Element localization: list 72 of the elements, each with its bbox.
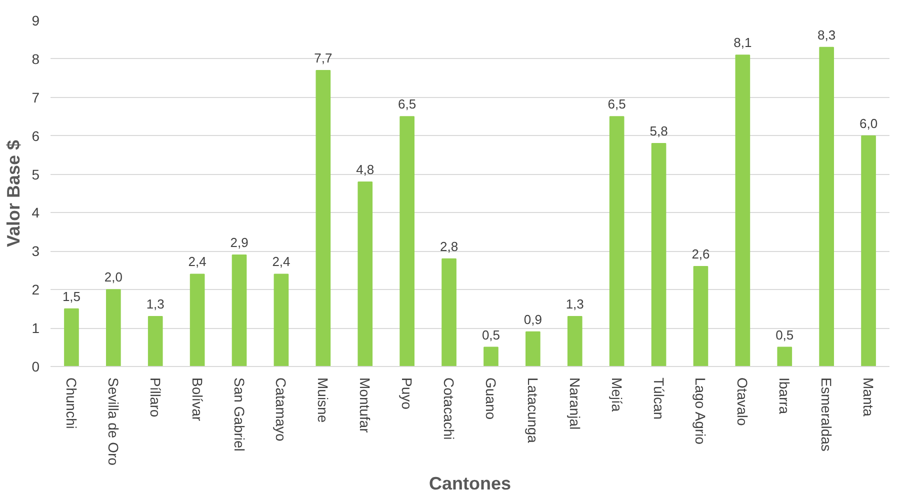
bar bbox=[64, 308, 79, 366]
x-tick-label: Lago Agrio bbox=[692, 378, 709, 445]
x-tick-label: Muisne bbox=[315, 378, 332, 423]
data-label: 4,8 bbox=[356, 162, 374, 177]
bar bbox=[190, 274, 205, 366]
x-tick-label: San Gabriel bbox=[231, 378, 248, 452]
y-tick-label: 5 bbox=[32, 166, 40, 182]
data-label: 2,6 bbox=[692, 246, 710, 262]
data-label: 6,5 bbox=[398, 96, 416, 112]
data-label: 1,3 bbox=[566, 296, 584, 312]
data-label: 2,4 bbox=[188, 254, 206, 270]
data-label: 1,3 bbox=[146, 296, 164, 312]
y-tick-label: 0 bbox=[32, 358, 40, 374]
x-axis-title: Cantones bbox=[428, 473, 512, 494]
y-tick-label: 4 bbox=[32, 204, 40, 221]
bar bbox=[232, 254, 247, 366]
bar bbox=[693, 266, 708, 366]
bar bbox=[148, 316, 163, 366]
y-tick-label: 9 bbox=[32, 12, 40, 28]
x-tick-label: Mejía bbox=[608, 378, 625, 412]
data-label: 0,5 bbox=[776, 327, 794, 342]
bar bbox=[609, 116, 624, 366]
data-label: 5,8 bbox=[650, 124, 668, 139]
bar bbox=[106, 289, 121, 366]
bar bbox=[316, 70, 331, 366]
x-tick-label: Túlcan bbox=[650, 378, 667, 420]
bar bbox=[274, 274, 289, 366]
bar bbox=[484, 346, 498, 366]
data-label: 6,0 bbox=[859, 116, 878, 131]
x-tick-label: Catamayo bbox=[273, 378, 290, 442]
data-label: 2,4 bbox=[272, 254, 290, 270]
y-tick-label: 1 bbox=[32, 320, 40, 336]
bar bbox=[567, 316, 582, 366]
bar bbox=[819, 46, 834, 366]
y-tick-label: 8 bbox=[32, 50, 40, 67]
data-label: 6,5 bbox=[608, 96, 626, 112]
bar bbox=[651, 143, 666, 366]
data-label: 2,8 bbox=[440, 238, 458, 254]
bar bbox=[861, 135, 876, 366]
x-tick-label: Manta bbox=[860, 378, 877, 417]
data-label: 0,9 bbox=[524, 312, 542, 327]
x-tick-label: Puyo bbox=[399, 378, 416, 410]
x-tick-label: Chunchi bbox=[63, 378, 80, 429]
x-tick-label: Sevilla de Oro bbox=[105, 378, 122, 466]
data-label: 8,1 bbox=[734, 35, 752, 50]
y-tick-label: 3 bbox=[32, 243, 40, 260]
data-label: 2,9 bbox=[230, 235, 248, 250]
bar bbox=[526, 331, 540, 366]
x-tick-label: Ibarra bbox=[776, 378, 793, 414]
bar bbox=[442, 258, 456, 366]
bar bbox=[777, 346, 792, 366]
x-tick-label: Bolívar bbox=[189, 378, 206, 422]
y-tick-label: 7 bbox=[32, 89, 40, 106]
x-tick-label: Esmeraldas bbox=[818, 378, 835, 452]
x-tick-label: Píllaro bbox=[147, 378, 164, 418]
x-tick-label: Cotacachi bbox=[441, 378, 458, 440]
y-axis-title: Valor Base $ bbox=[4, 140, 24, 248]
x-tick-label: Naranjal bbox=[566, 378, 583, 430]
data-label: 2,0 bbox=[104, 270, 122, 285]
data-label: 0,5 bbox=[482, 327, 500, 342]
y-tick-label: 2 bbox=[32, 282, 40, 298]
bar bbox=[400, 116, 414, 366]
x-tick-label: Guano bbox=[482, 378, 499, 420]
data-label: 8,3 bbox=[818, 27, 836, 42]
x-tick-label: Latacunga bbox=[524, 378, 541, 444]
data-label: 1,5 bbox=[62, 288, 81, 304]
y-tick-label: 6 bbox=[32, 128, 40, 144]
bar bbox=[358, 181, 373, 366]
data-label: 7,7 bbox=[314, 50, 332, 66]
x-tick-label: Otavalo bbox=[734, 378, 751, 426]
bar bbox=[735, 54, 750, 366]
x-tick-label: Montufar bbox=[357, 378, 374, 434]
